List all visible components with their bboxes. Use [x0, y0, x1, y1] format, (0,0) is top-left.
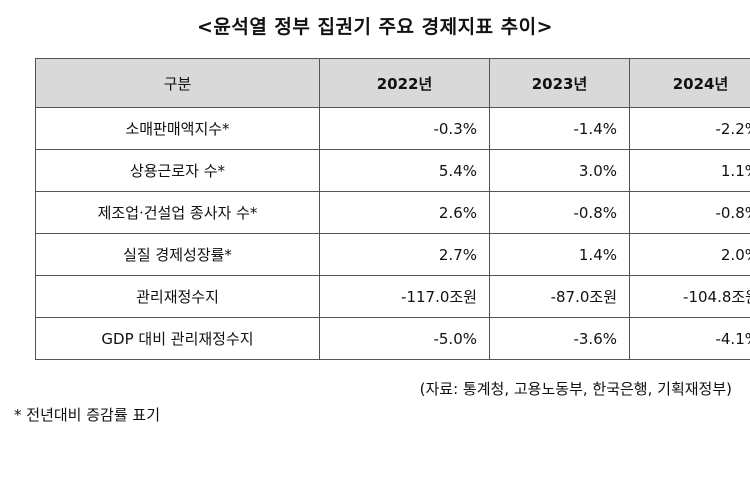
cell-2024: -2.2%: [629, 107, 750, 150]
table-row: GDP 대비 관리재정수지 -5.0% -3.6% -4.1%: [35, 317, 750, 360]
source-note: (자료: 통계청, 고용노동부, 한국은행, 기획재정부): [419, 380, 732, 398]
cell-2024: -0.8%: [629, 191, 750, 234]
row-label: 실질 경제성장률*: [35, 233, 320, 276]
table-row: 관리재정수지 -117.0조원 -87.0조원 -104.8조원: [35, 275, 750, 318]
row-label: 제조업·건설업 종사자 수*: [35, 191, 320, 234]
column-header-2022: 2022년: [319, 58, 490, 108]
table-header-row: 구분 2022년 2023년 2024년: [35, 58, 750, 108]
economic-indicators-table: 구분 2022년 2023년 2024년 소매판매액지수* -0.3% -1.4…: [35, 58, 750, 360]
column-header-category: 구분: [35, 58, 320, 108]
cell-2023: -3.6%: [489, 317, 630, 360]
row-label: 소매판매액지수*: [35, 107, 320, 150]
table-row: 상용근로자 수* 5.4% 3.0% 1.1%: [35, 149, 750, 192]
cell-2022: -117.0조원: [319, 275, 490, 318]
table-row: 실질 경제성장률* 2.7% 1.4% 2.0%: [35, 233, 750, 276]
cell-2022: 5.4%: [319, 149, 490, 192]
cell-2024: 2.0%: [629, 233, 750, 276]
cell-2024: 1.1%: [629, 149, 750, 192]
cell-2023: -87.0조원: [489, 275, 630, 318]
cell-2023: -0.8%: [489, 191, 630, 234]
cell-2022: 2.7%: [319, 233, 490, 276]
row-label: 관리재정수지: [35, 275, 320, 318]
column-header-2024: 2024년: [629, 58, 750, 108]
row-label: 상용근로자 수*: [35, 149, 320, 192]
cell-2022: -5.0%: [319, 317, 490, 360]
column-header-2023: 2023년: [489, 58, 630, 108]
cell-2023: -1.4%: [489, 107, 630, 150]
cell-2024: -104.8조원: [629, 275, 750, 318]
table-row: 제조업·건설업 종사자 수* 2.6% -0.8% -0.8%: [35, 191, 750, 234]
row-label: GDP 대비 관리재정수지: [35, 317, 320, 360]
cell-2024: -4.1%: [629, 317, 750, 360]
page-title: <윤석열 정부 집권기 주요 경제지표 추이>: [196, 16, 554, 38]
cell-2023: 1.4%: [489, 233, 630, 276]
cell-2023: 3.0%: [489, 149, 630, 192]
cell-2022: -0.3%: [319, 107, 490, 150]
table-row: 소매판매액지수* -0.3% -1.4% -2.2%: [35, 107, 750, 150]
footnote: * 전년대비 증감률 표기: [14, 406, 161, 424]
cell-2022: 2.6%: [319, 191, 490, 234]
